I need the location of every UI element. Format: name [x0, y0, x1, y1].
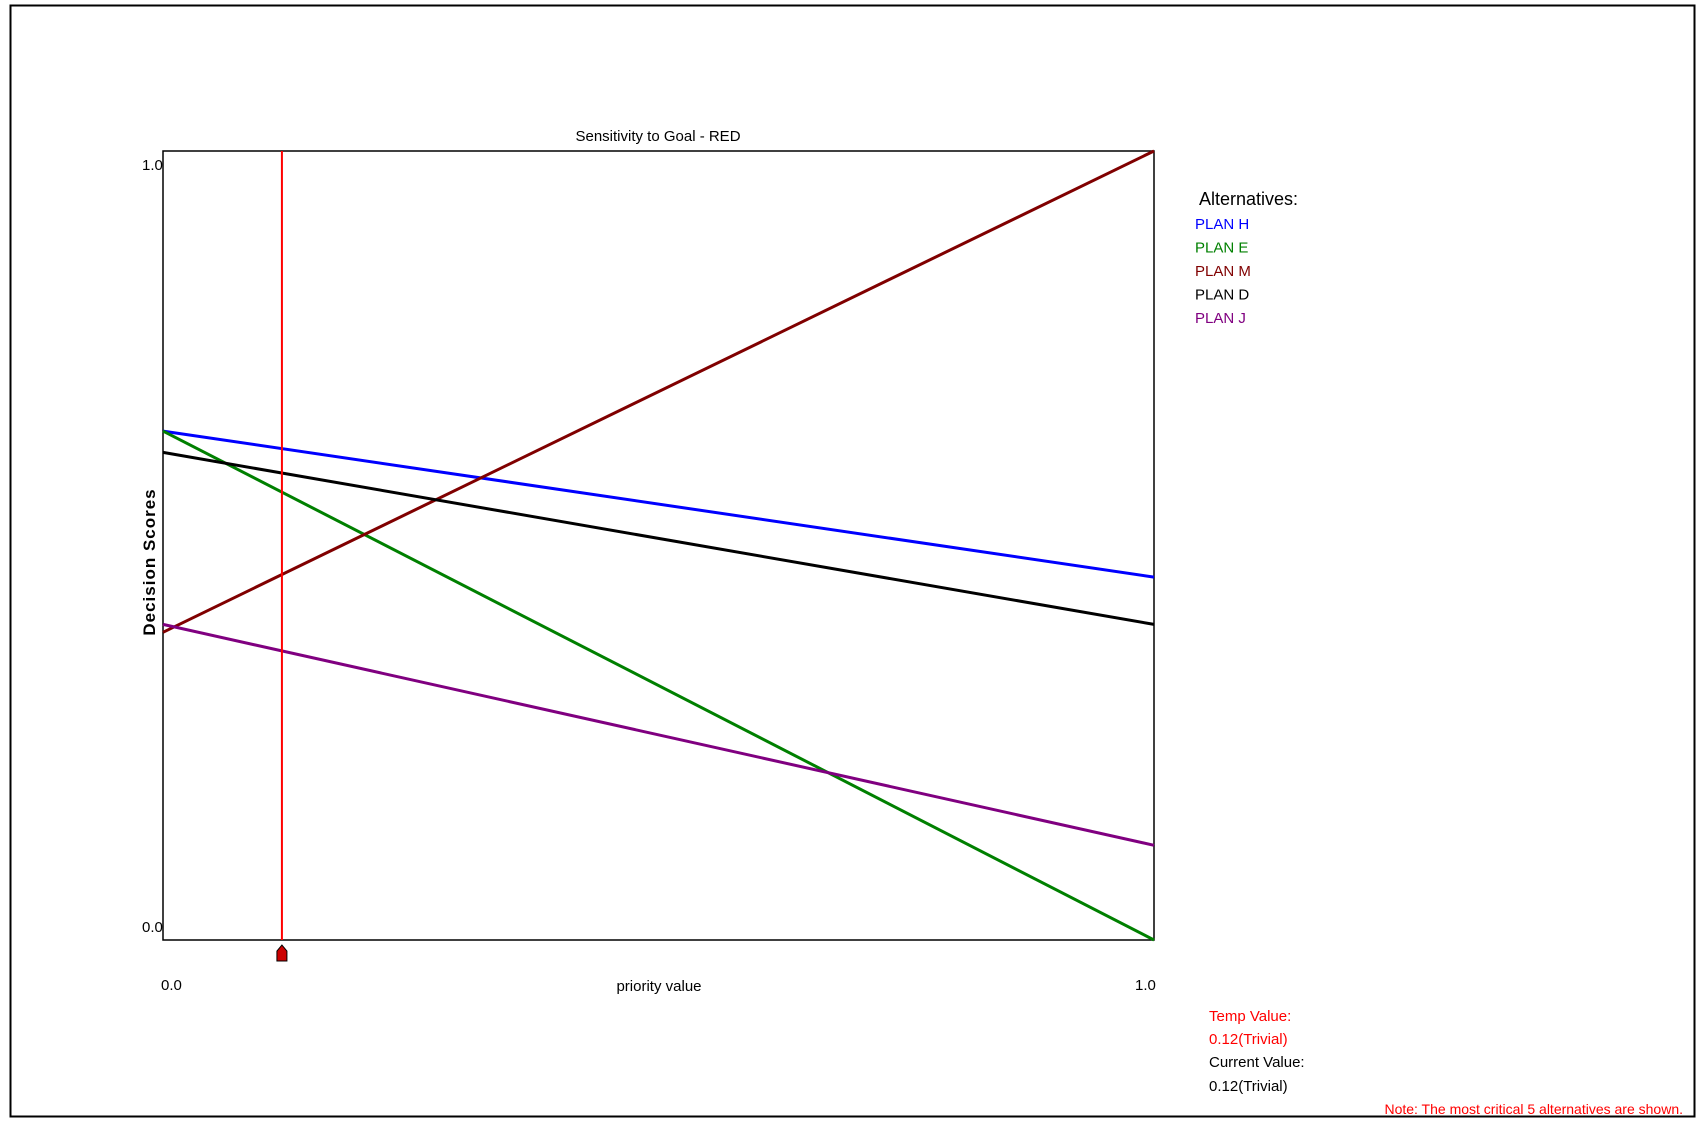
legend-item-plan-j: PLAN J: [1195, 310, 1246, 327]
legend-title: Alternatives:: [1199, 189, 1298, 209]
legend-item-plan-d: PLAN D: [1195, 287, 1249, 304]
legend-item-plan-h: PLAN H: [1195, 216, 1249, 233]
series-line-plan-d: [162, 450, 1155, 626]
priority-slider-handle[interactable]: [276, 944, 288, 962]
y-axis-label: Decision Scores: [140, 488, 159, 635]
series-line-plan-m: [162, 149, 1155, 634]
temp-value: 0.12(Trivial): [1209, 1031, 1288, 1048]
series-lines: [162, 149, 1155, 942]
critical-alternatives-note: Note: The most critical 5 alternatives a…: [1384, 1101, 1683, 1117]
x-axis-label: priority value: [616, 978, 701, 995]
plot-area: [162, 150, 1155, 941]
y-tick-label-top: 1.0: [142, 157, 163, 174]
x-tick-label-right: 1.0: [1135, 977, 1156, 994]
current-value: 0.12(Trivial): [1209, 1078, 1288, 1095]
x-tick-label-left: 0.0: [161, 977, 182, 994]
legend: PLAN H PLAN E PLAN M PLAN D PLAN J: [1195, 216, 1251, 327]
legend-item-plan-e: PLAN E: [1195, 240, 1248, 257]
legend-item-plan-m: PLAN M: [1195, 263, 1251, 280]
chart-title: Sensitivity to Goal - RED: [575, 128, 740, 145]
temp-value-label: Temp Value:: [1209, 1008, 1291, 1025]
current-value-label: Current Value:: [1209, 1054, 1305, 1071]
y-tick-label-bottom: 0.0: [142, 919, 163, 936]
series-line-plan-h: [162, 429, 1155, 579]
series-line-plan-j: [162, 622, 1155, 847]
series-line-plan-e: [162, 429, 1155, 942]
